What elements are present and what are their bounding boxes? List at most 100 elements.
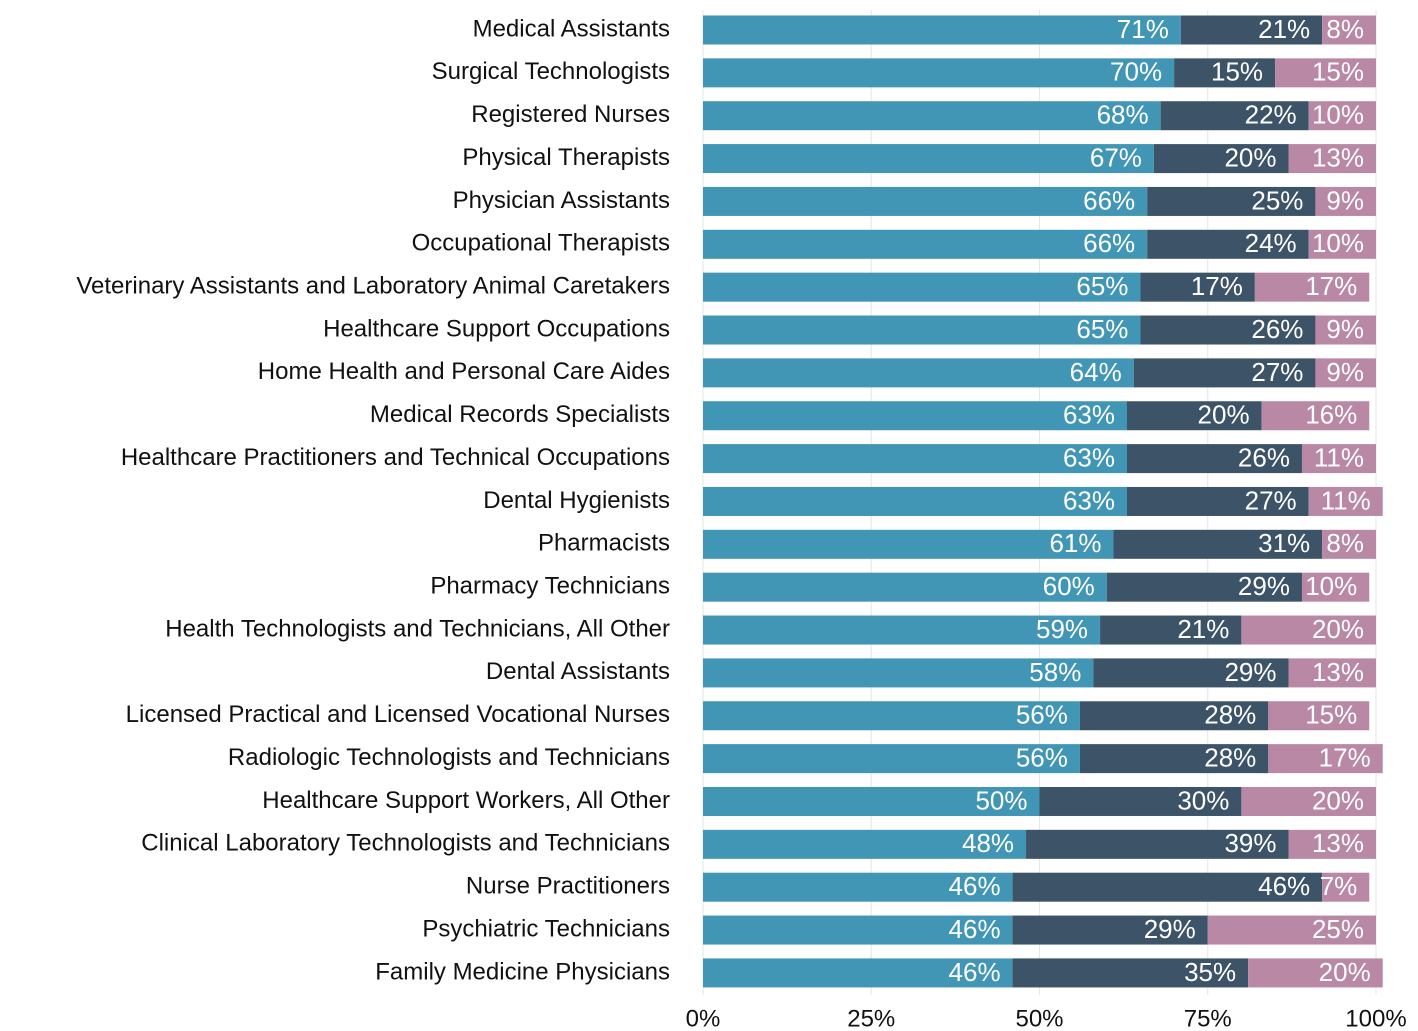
bar-segment bbox=[1322, 872, 1370, 902]
bar-segment bbox=[1322, 15, 1376, 45]
value-label: 29% bbox=[1238, 571, 1290, 601]
bar-segment bbox=[1160, 101, 1309, 131]
bar-segment bbox=[1268, 744, 1383, 774]
x-tick-label: 100% bbox=[1345, 1005, 1406, 1031]
value-label: 28% bbox=[1204, 742, 1256, 772]
bar-segment bbox=[703, 958, 1013, 988]
value-label: 59% bbox=[1036, 614, 1088, 644]
value-label: 15% bbox=[1211, 57, 1263, 87]
value-label: 58% bbox=[1029, 657, 1081, 687]
bar-segment bbox=[1322, 529, 1376, 559]
category-label: Family Medicine Physicians bbox=[375, 958, 670, 985]
value-label: 11% bbox=[1314, 442, 1364, 472]
value-label: 64% bbox=[1070, 357, 1122, 387]
value-label: 63% bbox=[1063, 400, 1115, 430]
category-label: Nurse Practitioners bbox=[466, 873, 670, 900]
bar-segment bbox=[703, 101, 1161, 131]
value-label: 20% bbox=[1224, 142, 1276, 172]
bar-segment bbox=[1140, 272, 1255, 302]
value-label: 25% bbox=[1251, 185, 1303, 215]
bar-segment bbox=[1207, 915, 1376, 945]
category-label: Surgical Technologists bbox=[432, 58, 670, 85]
value-label: 71% bbox=[1117, 14, 1169, 44]
value-label: 21% bbox=[1177, 614, 1229, 644]
bar-segment bbox=[703, 401, 1127, 431]
bar-segment bbox=[1308, 101, 1376, 131]
category-label: Healthcare Support Occupations bbox=[323, 315, 670, 342]
value-label: 21% bbox=[1258, 14, 1310, 44]
category-label: Psychiatric Technicians bbox=[422, 915, 670, 942]
bar-segment bbox=[1308, 229, 1376, 259]
value-label: 9% bbox=[1326, 314, 1364, 344]
category-label: Licensed Practical and Licensed Vocation… bbox=[126, 701, 670, 728]
bar-segment bbox=[703, 358, 1134, 388]
category-label: Physical Therapists bbox=[462, 144, 670, 171]
bar-segment bbox=[1093, 658, 1289, 688]
category-label: Medical Assistants bbox=[473, 15, 670, 42]
bar-segment bbox=[1113, 529, 1323, 559]
bar-segment bbox=[1288, 829, 1376, 859]
bar-segment bbox=[703, 744, 1080, 774]
value-label: 65% bbox=[1076, 271, 1128, 301]
bar-segment bbox=[1254, 272, 1370, 302]
value-label: 39% bbox=[1224, 828, 1276, 858]
value-label: 20% bbox=[1198, 400, 1250, 430]
category-label: Dental Assistants bbox=[486, 658, 670, 685]
value-label: 13% bbox=[1312, 657, 1364, 687]
bar-segment bbox=[1012, 915, 1208, 945]
bar-segment bbox=[1126, 444, 1302, 474]
bar-segment bbox=[1147, 186, 1316, 216]
bar-segment bbox=[1126, 401, 1262, 431]
bar-segment bbox=[703, 315, 1141, 345]
value-label: 13% bbox=[1312, 828, 1364, 858]
bar-segment bbox=[1106, 572, 1302, 602]
category-label: Occupational Therapists bbox=[412, 230, 670, 257]
bar-segment bbox=[1012, 872, 1323, 902]
value-label: 17% bbox=[1191, 271, 1243, 301]
value-label: 27% bbox=[1251, 357, 1303, 387]
value-label: 17% bbox=[1319, 742, 1371, 772]
category-label: Radiologic Technologists and Technicians bbox=[228, 744, 670, 771]
category-label: Pharmacy Technicians bbox=[430, 573, 670, 600]
value-label: 70% bbox=[1110, 57, 1162, 87]
bar-segment bbox=[703, 872, 1013, 902]
value-label: 20% bbox=[1312, 785, 1364, 815]
bar-segment bbox=[703, 786, 1040, 816]
bar-segment bbox=[1315, 315, 1376, 345]
bar-segment bbox=[703, 186, 1148, 216]
bar-segment bbox=[1153, 144, 1289, 174]
value-label: 56% bbox=[1016, 700, 1068, 730]
value-label: 46% bbox=[949, 871, 1001, 901]
bar-segment bbox=[703, 701, 1080, 731]
bar-segment bbox=[1248, 958, 1383, 988]
bar-segment bbox=[1241, 615, 1376, 645]
bar-segment bbox=[1039, 786, 1242, 816]
value-label: 31% bbox=[1258, 528, 1310, 558]
value-label: 46% bbox=[1258, 871, 1310, 901]
bar-segment bbox=[1268, 701, 1370, 731]
category-label: Medical Records Specialists bbox=[370, 401, 670, 428]
value-label: 28% bbox=[1204, 700, 1256, 730]
bar-segment bbox=[1012, 958, 1249, 988]
bar-segment bbox=[1315, 358, 1376, 388]
bar-segment bbox=[1026, 829, 1289, 859]
category-label: Healthcare Support Workers, All Other bbox=[262, 787, 670, 814]
bar-segment bbox=[1174, 58, 1276, 88]
value-label: 66% bbox=[1083, 228, 1135, 258]
bar-segment bbox=[1275, 58, 1376, 88]
value-label: 8% bbox=[1326, 14, 1364, 44]
value-label: 15% bbox=[1305, 700, 1357, 730]
category-label: Registered Nurses bbox=[471, 101, 670, 128]
value-label: 15% bbox=[1312, 57, 1364, 87]
value-label: 10% bbox=[1312, 100, 1364, 130]
x-tick-label: 75% bbox=[1184, 1005, 1232, 1031]
bar-segment bbox=[1315, 186, 1376, 216]
value-label: 22% bbox=[1245, 100, 1297, 130]
value-label: 30% bbox=[1177, 785, 1229, 815]
value-label: 13% bbox=[1312, 142, 1364, 172]
value-label: 68% bbox=[1097, 100, 1149, 130]
value-label: 60% bbox=[1043, 571, 1095, 601]
bar-segment bbox=[1288, 658, 1376, 688]
category-label: Healthcare Practitioners and Technical O… bbox=[121, 444, 670, 471]
